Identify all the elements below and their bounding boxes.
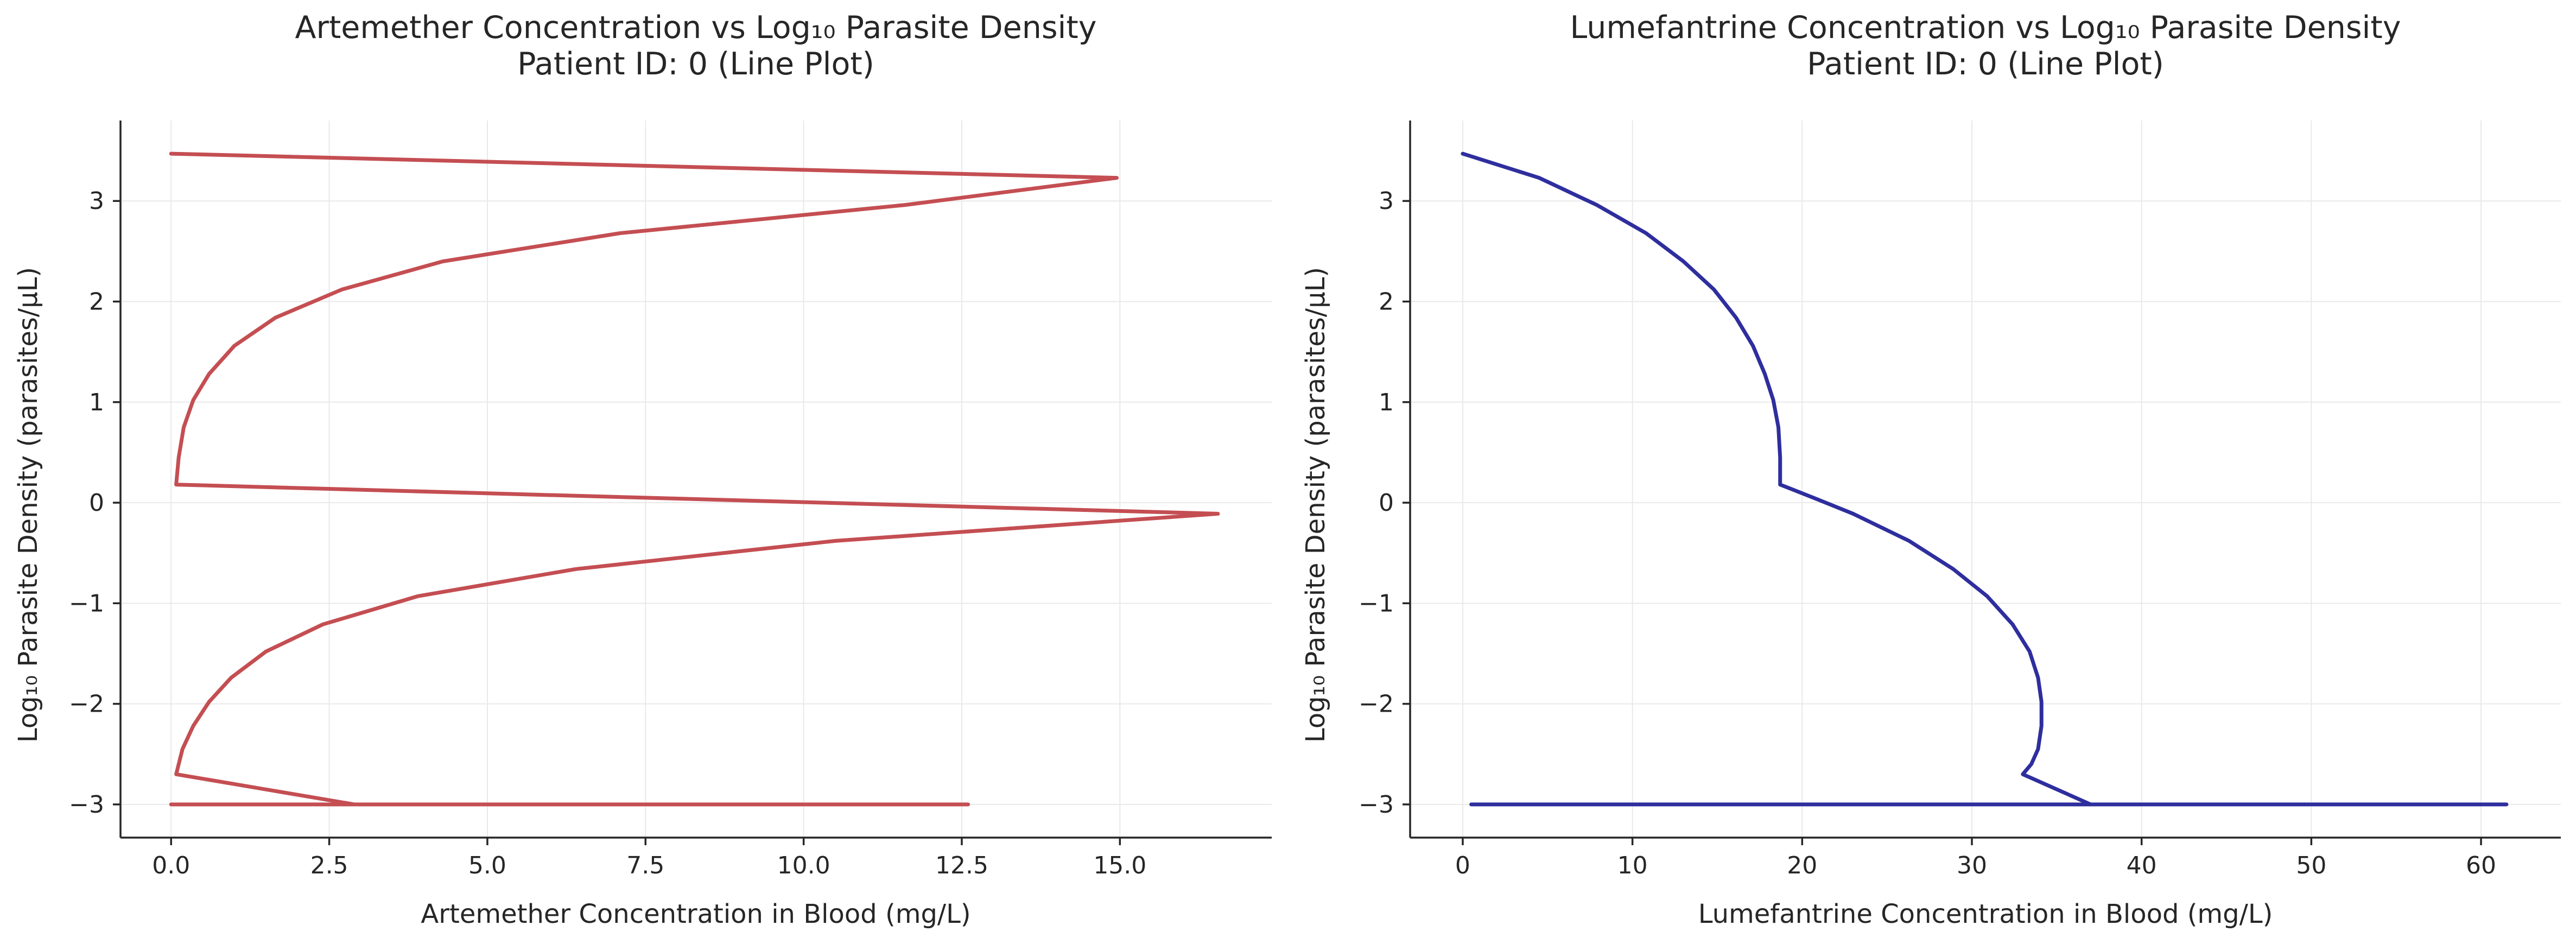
- y-tick-label: 3: [89, 187, 104, 215]
- x-tick-label: 15.0: [1093, 852, 1146, 879]
- y-axis-label: Log₁₀ Parasite Density (parasites/µL): [1300, 267, 1331, 743]
- x-tick-label: 7.5: [626, 852, 664, 879]
- x-tick-label: 60: [2466, 852, 2496, 879]
- y-tick-label: 1: [89, 389, 104, 416]
- chart-title-line1: Artemether Concentration vs Log₁₀ Parasi…: [295, 10, 1097, 46]
- x-axis-label: Lumefantrine Concentration in Blood (mg/…: [1698, 899, 2273, 929]
- x-tick-label: 12.5: [935, 852, 988, 879]
- y-tick-label: −3: [1359, 791, 1394, 819]
- y-tick-label: 2: [89, 288, 104, 315]
- x-tick-label: 0: [1455, 852, 1470, 879]
- y-tick-label: −1: [69, 590, 104, 617]
- left-chart-panel: Artemether Concentration vs Log₁₀ Parasi…: [13, 10, 1272, 929]
- series-line: [1461, 151, 2509, 807]
- series-line: [169, 151, 1220, 807]
- y-tick-label: 0: [89, 489, 104, 517]
- x-tick-label: 0.0: [152, 852, 190, 879]
- right-chart-panel: Lumefantrine Concentration vs Log₁₀ Para…: [1300, 10, 2561, 929]
- x-tick-label: 50: [2296, 852, 2326, 879]
- x-tick-label: 5.0: [468, 852, 506, 879]
- x-tick-label: 30: [1957, 852, 1987, 879]
- x-axis-label: Artemether Concentration in Blood (mg/L): [421, 899, 970, 929]
- y-tick-label: 2: [1379, 288, 1394, 315]
- x-tick-label: 2.5: [310, 852, 348, 879]
- x-tick-label: 40: [2127, 852, 2157, 879]
- x-tick-label: 20: [1787, 852, 1817, 879]
- y-tick-label: 3: [1379, 187, 1394, 215]
- y-tick-label: −1: [1359, 590, 1394, 617]
- chart-title-line2: Patient ID: 0 (Line Plot): [517, 46, 874, 82]
- y-tick-label: −3: [69, 791, 104, 819]
- y-tick-label: −2: [69, 690, 104, 718]
- y-axis-label: Log₁₀ Parasite Density (parasites/µL): [13, 267, 43, 743]
- y-tick-label: 1: [1379, 389, 1394, 416]
- chart-title-line2: Patient ID: 0 (Line Plot): [1807, 46, 2164, 82]
- y-tick-label: 0: [1379, 489, 1394, 517]
- y-tick-label: −2: [1359, 690, 1394, 718]
- x-tick-label: 10: [1617, 852, 1648, 879]
- chart-title-line1: Lumefantrine Concentration vs Log₁₀ Para…: [1570, 10, 2401, 46]
- x-tick-label: 10.0: [777, 852, 830, 879]
